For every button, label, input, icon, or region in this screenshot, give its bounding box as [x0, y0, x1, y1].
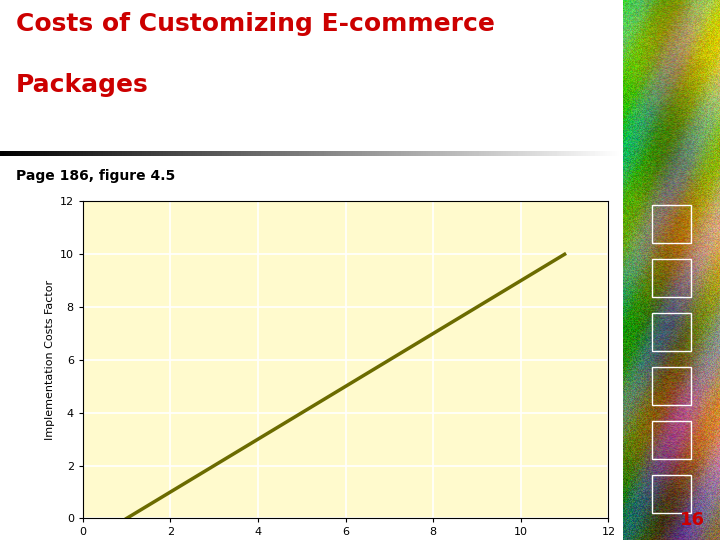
Text: Costs of Customizing E-commerce: Costs of Customizing E-commerce: [16, 12, 495, 36]
Y-axis label: Implementation Costs Factor: Implementation Costs Factor: [45, 280, 55, 440]
Text: Page 186, figure 4.5: Page 186, figure 4.5: [16, 169, 175, 183]
Text: Packages: Packages: [16, 72, 148, 97]
Bar: [652, 475, 690, 513]
Bar: [652, 205, 690, 243]
Text: 16: 16: [680, 511, 706, 529]
Bar: [652, 421, 690, 459]
Bar: [652, 313, 690, 351]
Bar: [652, 367, 690, 405]
Bar: [652, 259, 690, 297]
